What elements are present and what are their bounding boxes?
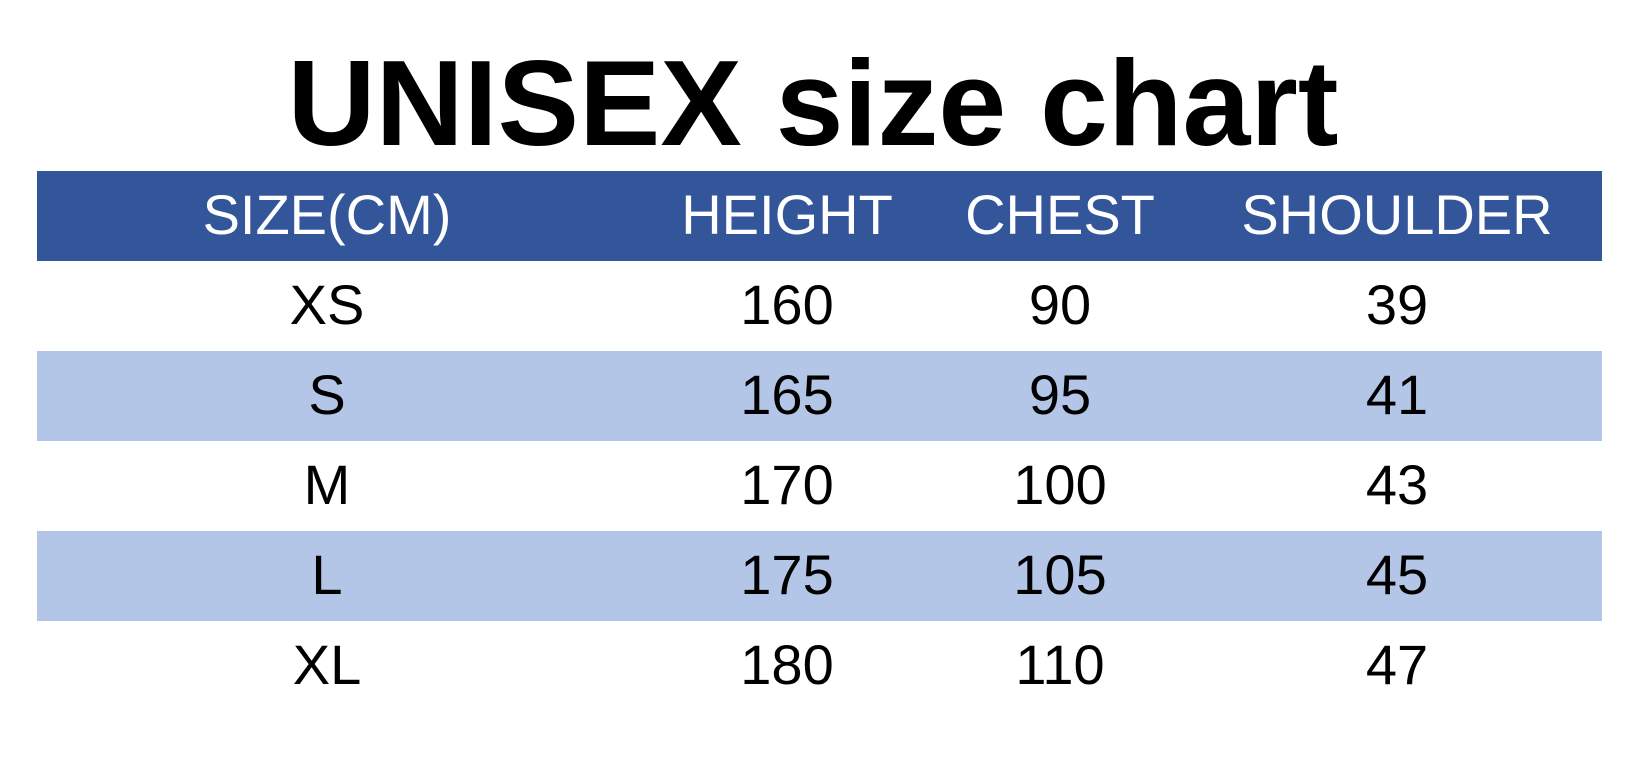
table-cell: XL (293, 633, 362, 696)
table-cell: 45 (1366, 543, 1428, 606)
table-cell: XS (290, 273, 365, 336)
table: SIZE(CM) HEIGHT CHEST SHOULDER XS 160 90 39 S 165… (37, 171, 1602, 696)
table-cell: M (304, 453, 351, 516)
table-cell: 43 (1366, 453, 1428, 516)
table-cell: 105 (1013, 543, 1106, 606)
table-cell: 95 (1029, 363, 1091, 426)
table-cell: 160 (740, 273, 833, 336)
header-cell: SHOULDER (1241, 183, 1552, 246)
table-cell: 175 (740, 543, 833, 606)
row-band (37, 351, 1602, 441)
table-cell: 110 (1015, 633, 1104, 696)
row-band (37, 531, 1602, 621)
table-cell: 39 (1366, 273, 1428, 336)
table-cell: 180 (740, 633, 833, 696)
title: UNISEX size chart (288, 35, 1339, 171)
header-cell: SIZE(CM) (203, 183, 452, 246)
table-cell: S (308, 363, 345, 426)
table-cell: 41 (1366, 363, 1428, 426)
table-cell: 90 (1029, 273, 1091, 336)
header-cell: CHEST (965, 183, 1155, 246)
table-cell: L (311, 543, 342, 606)
table-cell: 47 (1366, 633, 1428, 696)
table-cell: 170 (740, 453, 833, 516)
header-cell: HEIGHT (681, 183, 893, 246)
table-cell: 100 (1013, 453, 1106, 516)
table-cell: 165 (740, 363, 833, 426)
header-band (37, 171, 1602, 261)
